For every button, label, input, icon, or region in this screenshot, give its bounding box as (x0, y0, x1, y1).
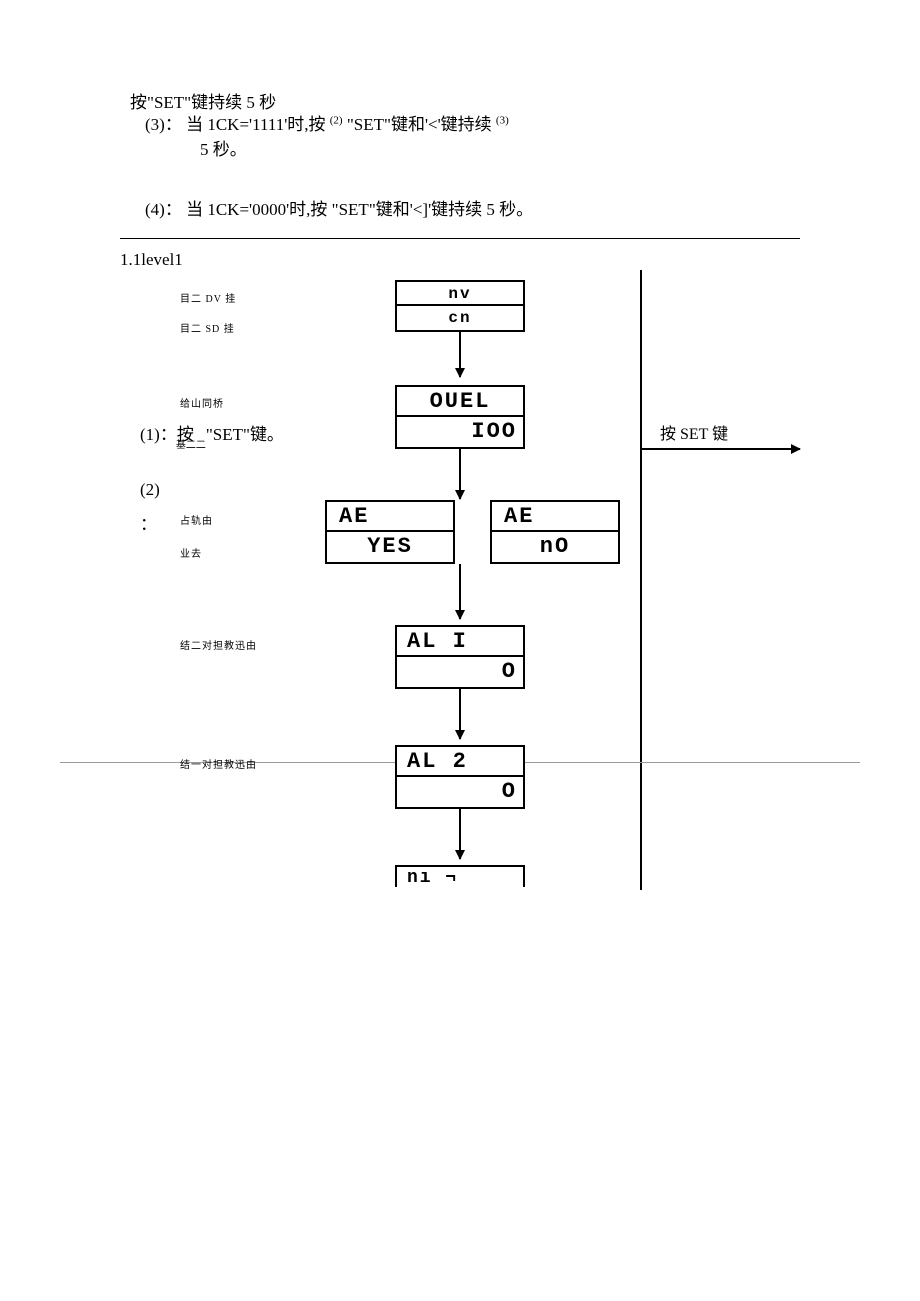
para-line2: (3)： 当 1CK='1111'时,按 (2) "SET"键和'<'键持续 (… (145, 110, 509, 135)
section-title: 1.1level1 (120, 250, 183, 270)
label-al1: 结二对担教迅由 (180, 637, 257, 652)
arrow-5 (459, 809, 461, 859)
display-box-pv: nv (395, 280, 525, 306)
display-box-al1-bot: O (395, 657, 525, 689)
display-al3-top-text: nı ¬ (397, 867, 523, 887)
line2-a: (3)： 当 1CK='1111'时,按 (145, 115, 330, 134)
label-at-b: 业去 (180, 545, 202, 560)
display-box-sp: cn (395, 306, 525, 332)
display-out-top-text: OUEL (397, 387, 523, 413)
display-box-al2-bot: O (395, 777, 525, 809)
line2-sup2: (3) (496, 114, 509, 126)
display-at-yes-top-text: AE (327, 502, 453, 528)
display-out-bot-text: IOO (397, 417, 523, 443)
display-box-out-bot: IOO (395, 417, 525, 449)
step2: (2) (140, 480, 160, 500)
display-al1-top-text: AL I (397, 627, 523, 653)
label-sp: 目二 SD 挂 (180, 320, 235, 335)
line2-sup1: (2) (330, 114, 343, 126)
para-line4: (4)： 当 1CK='0000'时,按 "SET"键和'<]'键持续 5 秒。 (145, 195, 533, 220)
display-at-yes-bot-text: YES (327, 532, 453, 558)
step2-colon: ： (140, 510, 157, 535)
page-root: 按"SET"键持续 5 秒 (3)： 当 1CK='1111'时,按 (2) "… (0, 0, 920, 1301)
arrow-2 (459, 449, 461, 499)
display-pv-text: nv (397, 282, 523, 302)
display-box-al3-top: nı ¬ (395, 865, 525, 887)
display-sp-text: cn (397, 306, 523, 326)
arrow-right-set (640, 448, 800, 450)
display-al1-bot-text: O (397, 657, 523, 683)
arrow-1 (459, 332, 461, 377)
para-line3: 5 秒。 (200, 135, 247, 160)
display-at-no-top-text: AE (492, 502, 618, 528)
step1-sub: 基二二 (176, 440, 206, 451)
arrow-4 (459, 689, 461, 739)
hr-top (120, 238, 800, 239)
label-out: 给山同桥 (180, 395, 224, 410)
step1-c: 键。 (250, 425, 284, 444)
diagram-right-border (640, 270, 642, 890)
line2-b: "SET"键和'<'键持续 (343, 115, 496, 134)
display-box-al1-top: AL I (395, 625, 525, 657)
display-box-at-no-top: AE (490, 500, 620, 532)
display-box-at-yes-bot: YES (325, 532, 455, 564)
step1-b: "SET" (206, 425, 250, 444)
arrow-3 (459, 564, 461, 619)
display-al2-bot-text: O (397, 777, 523, 803)
right-label: 按 SET 键 (660, 420, 728, 444)
display-al2-top-text: AL 2 (397, 747, 523, 773)
display-box-at-no-bot: nO (490, 532, 620, 564)
display-box-out-top: OUEL (395, 385, 525, 417)
label-at-a: 占轨由 (180, 512, 213, 527)
display-at-no-bot-text: nO (492, 532, 618, 558)
display-box-al2-top: AL 2 (395, 745, 525, 777)
step1: (1)：按基二二"SET"键。 (140, 420, 284, 445)
label-pv: 目二 DV 挂 (180, 290, 236, 305)
display-box-at-yes-top: AE (325, 500, 455, 532)
label-al2: 结一对担教迅由 (180, 756, 257, 771)
